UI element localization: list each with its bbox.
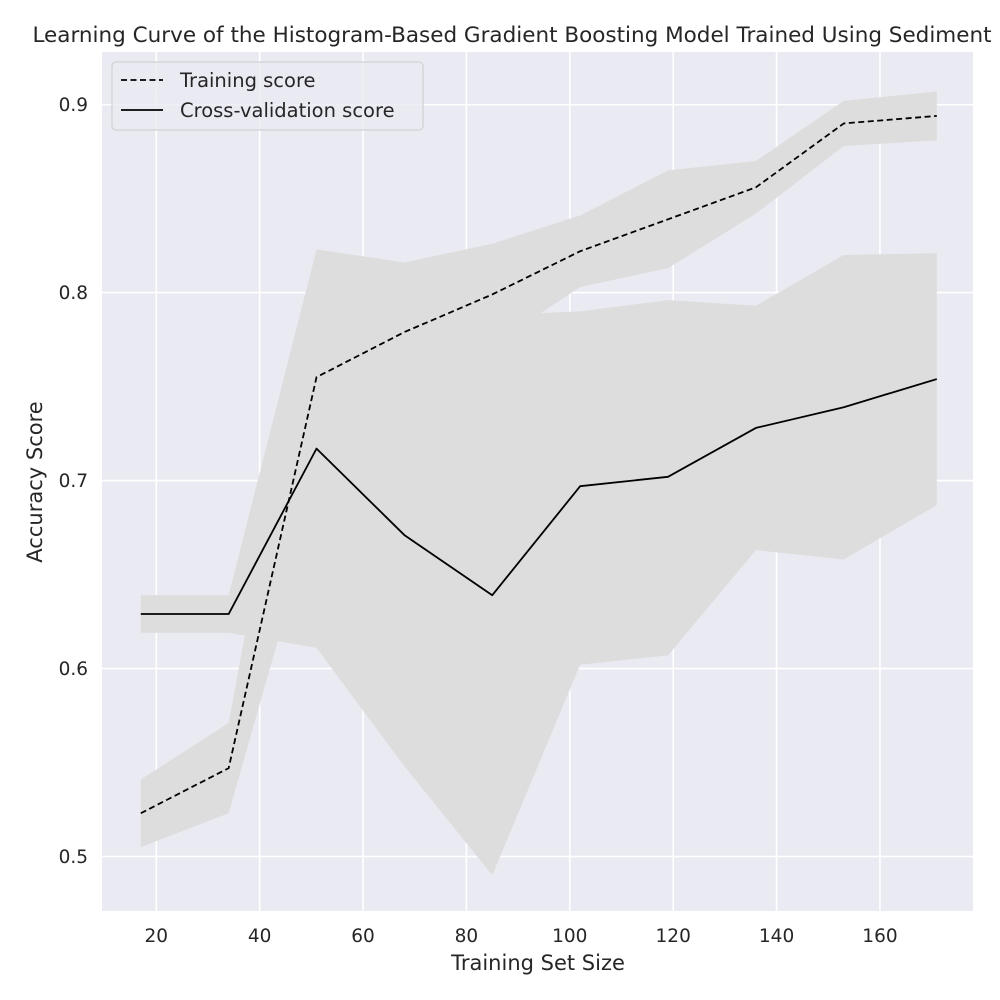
y-tick-label: 0.7 (59, 471, 88, 492)
x-tick-label: 60 (351, 926, 375, 947)
legend-label-cross-validation: Cross-validation score (180, 99, 395, 122)
x-tick-label: 100 (552, 926, 587, 947)
x-tick-label: 160 (862, 926, 897, 947)
legend-label-training: Training score (179, 69, 316, 92)
legend-box (111, 61, 424, 131)
series-lines (140, 115, 938, 815)
y-tick-label: 0.8 (59, 283, 88, 304)
legend: Training score Cross-validation score (111, 61, 424, 131)
confidence-bands (140, 91, 937, 876)
chart-title: Learning Curve of the Histogram-Based Gr… (32, 23, 991, 48)
y-tick-label: 0.9 (59, 95, 88, 116)
band-cross-validation-score (140, 249, 937, 876)
x-tick-label: 80 (455, 926, 479, 947)
x-tick-label: 120 (656, 926, 691, 947)
tick-labels: 20 40 60 80 100 120 140 160 0.5 0.6 0.7 0.8 0.9 (59, 95, 898, 947)
x-tick-label: 20 (145, 926, 169, 947)
y-axis-label: Accuracy Score (23, 401, 47, 562)
y-tick-label: 0.5 (59, 847, 88, 868)
y-tick-label: 0.6 (59, 659, 88, 680)
x-tick-label: 140 (759, 926, 794, 947)
x-axis-label: Training Set Size (450, 951, 625, 975)
line-cross-validation-score (140, 378, 938, 615)
line-training-score (140, 115, 937, 815)
x-tick-label: 40 (248, 926, 272, 947)
